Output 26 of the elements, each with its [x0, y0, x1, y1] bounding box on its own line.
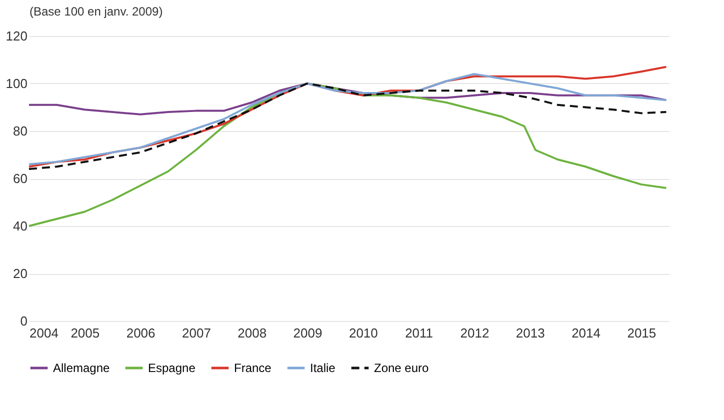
x-tick-label: 2006 — [126, 326, 156, 340]
x-tick-label: 2005 — [70, 326, 100, 340]
x-tick-label: 2010 — [348, 326, 378, 340]
x-tick-label: 2007 — [182, 326, 211, 340]
x-tick-label: 2011 — [405, 326, 434, 340]
x-tick-label: 2012 — [460, 326, 490, 340]
x-tick-label: 2013 — [516, 326, 545, 340]
y-tick-label: 40 — [13, 218, 28, 234]
y-tick-label: 0 — [20, 314, 28, 328]
y-tick-label: 20 — [13, 266, 28, 281]
y-axis-title: (Base 100 en janv. 2009) — [30, 4, 163, 18]
legend-label: Espagne — [148, 361, 196, 375]
x-tick-label: 2009 — [293, 326, 322, 340]
legend-label: Allemagne — [53, 361, 110, 375]
y-tick-label: 120 — [6, 28, 28, 44]
x-tick-label: 2004 — [30, 326, 58, 340]
x-tick-label: 2015 — [627, 326, 656, 340]
legend-label: Italie — [310, 361, 336, 375]
y-tick-label: 100 — [6, 76, 28, 91]
y-tick-label: 80 — [13, 124, 28, 138]
y-tick-label: 60 — [13, 171, 28, 186]
x-tick-label: 2008 — [238, 326, 267, 340]
legend-label: France — [234, 361, 272, 375]
legend-label: Zone euro — [374, 361, 430, 375]
line-series — [28, 82, 668, 227]
x-tick-label: 2014 — [572, 326, 600, 340]
